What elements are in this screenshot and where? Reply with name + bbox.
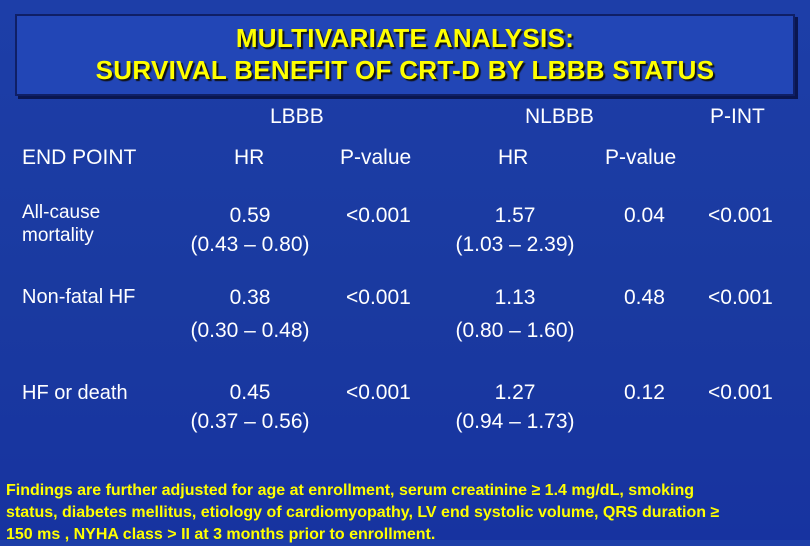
nlbbb-ci-value: (0.94 – 1.73) [455, 410, 575, 433]
group-header-lbbb: LBBB [270, 105, 324, 128]
p-interaction-value: <0.001 [708, 286, 773, 309]
nlbbb-hr-value: 1.27 [494, 381, 536, 404]
column-header-lbbb-pvalue: P-value [340, 146, 412, 169]
lbbb-pvalue: <0.001 [346, 204, 411, 227]
p-interaction-value: <0.001 [708, 204, 773, 227]
endpoint-label-line1: All-cause [22, 202, 101, 223]
lbbb-ci-value: (0.37 – 0.56) [190, 410, 310, 433]
lbbb-hr-value: 0.59 [229, 204, 271, 227]
footnote-line-3: 150 ms , NYHA class > II at 3 months pri… [6, 526, 436, 543]
nlbbb-hr-value: 1.57 [494, 204, 536, 227]
footnote-line-2: status, diabetes mellitus, etiology of c… [6, 504, 720, 521]
endpoint-label-line1: Non-fatal HF [22, 286, 136, 308]
title-line-2: SURVIVAL BENEFIT OF CRT-D BY LBBB STATUS [95, 55, 715, 85]
slide-title: MULTIVARIATE ANALYSIS: SURVIVAL BENEFIT … [15, 14, 795, 96]
nlbbb-ci-value: (0.80 – 1.60) [455, 319, 575, 342]
p-interaction-value: <0.001 [708, 381, 773, 404]
footnote-line-1: Findings are further adjusted for age at… [6, 482, 695, 499]
nlbbb-hr-value: 1.13 [494, 286, 536, 309]
nlbbb-pvalue: 0.12 [624, 381, 665, 404]
lbbb-pvalue: <0.001 [346, 381, 411, 404]
title-line-1: MULTIVARIATE ANALYSIS: [235, 23, 575, 53]
column-header-nlbbb-pvalue: P-value [605, 146, 677, 169]
lbbb-ci-value: (0.30 – 0.48) [190, 319, 310, 342]
column-header-endpoint: END POINT [22, 146, 137, 169]
lbbb-pvalue: <0.001 [346, 286, 411, 309]
nlbbb-pvalue: 0.48 [624, 286, 665, 309]
group-header-pint: P-INT [710, 105, 765, 128]
lbbb-ci-value: (0.43 – 0.80) [190, 233, 310, 256]
lbbb-hr-value: 0.38 [229, 286, 271, 309]
endpoint-label-line2: mortality [22, 225, 94, 246]
column-header-nlbbb-hr: HR [498, 146, 529, 169]
footnote: Findings are further adjusted for age at… [6, 480, 806, 546]
nlbbb-ci-value: (1.03 – 2.39) [455, 233, 575, 256]
group-header-nlbbb: NLBBB [525, 105, 594, 128]
lbbb-hr-value: 0.45 [229, 381, 271, 404]
nlbbb-pvalue: 0.04 [624, 204, 665, 227]
endpoint-label-line1: HF or death [22, 382, 128, 404]
column-header-lbbb-hr: HR [234, 146, 265, 169]
